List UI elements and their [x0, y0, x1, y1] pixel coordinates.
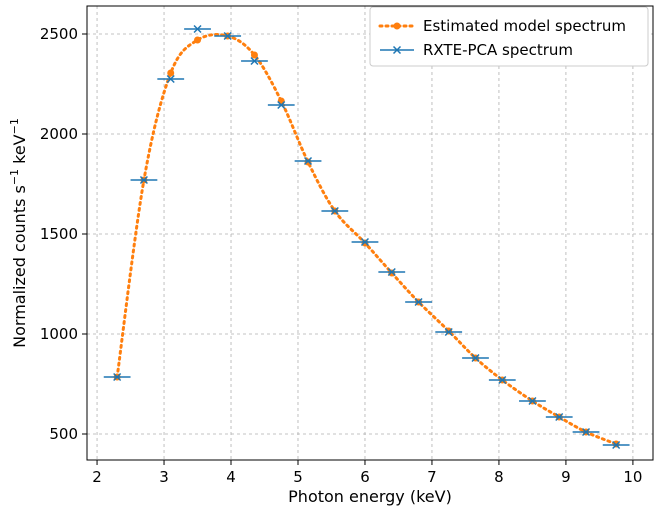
y-tick-label: 1500 — [40, 225, 78, 243]
legend-data-marker — [392, 45, 402, 55]
legend-model-label: Estimated model spectrum — [423, 17, 626, 35]
x-tick-label: 4 — [226, 468, 236, 486]
y-axis-label-unit: keV — [10, 134, 29, 169]
y-axis-label: Normalized counts s−1 keV−1 — [8, 118, 29, 348]
model-point — [250, 51, 258, 59]
legend-frame — [369, 6, 649, 67]
data-point — [387, 267, 396, 277]
data-point — [304, 156, 313, 166]
model-point — [167, 69, 175, 77]
legend-model-marker — [393, 22, 401, 30]
data-point — [581, 427, 591, 437]
x-tick-label: 10 — [623, 468, 642, 486]
data-point — [414, 297, 423, 307]
data-point — [444, 327, 453, 337]
data-point — [113, 372, 122, 382]
x-tick-label: 9 — [561, 468, 571, 486]
data-point — [223, 31, 232, 41]
data-point — [250, 56, 259, 66]
axes-ticks: 2 3 4 5 6 7 8 9 10 500 1000 1500 2000 2500 — [40, 25, 643, 486]
y-tick-label: 2000 — [40, 125, 78, 143]
x-tick-label: 7 — [427, 468, 437, 486]
x-tick-label: 2 — [92, 468, 102, 486]
plot-frame — [86, 5, 654, 461]
x-tick-label: 6 — [360, 468, 370, 486]
legend-data-label: RXTE-PCA spectrum — [423, 41, 573, 59]
x-tick-label: 3 — [159, 468, 169, 486]
data-point — [277, 100, 286, 110]
y-axis-label-base: Normalized counts s — [10, 185, 29, 348]
y-axis-label-exp1: −1 — [8, 169, 21, 185]
data-point — [612, 440, 621, 450]
data-point — [498, 375, 507, 385]
data-point — [139, 175, 148, 185]
y-tick-label: 2500 — [40, 25, 78, 43]
data-point — [193, 24, 202, 34]
legend: Estimated model spectrum RXTE-PCA spectr… — [369, 6, 649, 67]
y-tick-label: 1000 — [40, 325, 78, 343]
y-axis-label-exp2: −1 — [8, 118, 21, 134]
x-tick-label: 5 — [293, 468, 303, 486]
data-point — [330, 206, 339, 216]
x-tick-label: 8 — [494, 468, 504, 486]
data-point — [555, 412, 564, 422]
x-axis-label: Photon energy (keV) — [288, 487, 452, 506]
data-point — [528, 396, 537, 406]
plot-area — [103, 24, 630, 450]
y-tick-label: 500 — [49, 425, 78, 443]
data-point — [360, 237, 370, 247]
data-point — [166, 74, 175, 84]
data-point — [471, 353, 480, 363]
model-point — [194, 36, 202, 44]
